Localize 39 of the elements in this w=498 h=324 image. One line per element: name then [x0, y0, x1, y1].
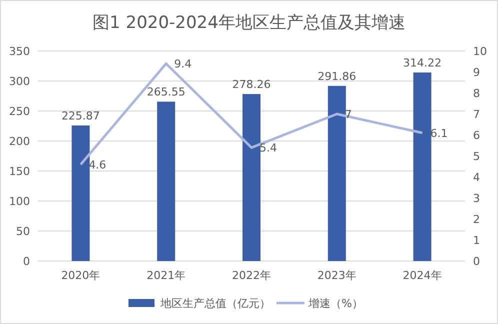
- data-label: 225.87: [61, 109, 100, 122]
- x-tick-label: 2024年: [402, 269, 442, 282]
- y2-tick-label: 5: [473, 150, 480, 163]
- y-tick-label: 150: [9, 165, 30, 178]
- data-label: 9.4: [174, 58, 192, 71]
- y2-tick-label: 8: [473, 87, 480, 100]
- bar: [157, 102, 176, 261]
- bar: [72, 125, 90, 261]
- data-label: 291.86: [318, 70, 356, 83]
- y2-tick-label: 7: [473, 108, 480, 121]
- legend-label: 增速（%）: [308, 297, 363, 310]
- y2-tick-label: 9: [473, 66, 480, 79]
- x-tick-label: 2023年: [317, 269, 356, 282]
- data-label: 7: [344, 108, 352, 121]
- y-tick-label: 350: [9, 45, 30, 58]
- y2-tick-label: 4: [473, 171, 480, 184]
- data-label: 265.55: [146, 86, 186, 99]
- y-tick-label: 50: [16, 225, 30, 238]
- y2-tick-label: 0: [473, 255, 480, 268]
- chart-title: 图1 2020-2024年地区生产总值及其增速: [92, 13, 406, 33]
- y2-tick-label: 2: [473, 213, 480, 226]
- data-label: 278.26: [232, 78, 271, 92]
- data-label: 314.22: [403, 56, 442, 70]
- x-tick-label: 2022年: [232, 269, 271, 282]
- bar: [242, 94, 260, 261]
- x-tick-label: 2020年: [61, 269, 100, 282]
- bar: [328, 86, 346, 261]
- legend-label: 地区生产总值（亿元）: [160, 297, 270, 310]
- y-tick-label: 250: [9, 105, 30, 118]
- y-tick-label: 200: [9, 135, 30, 148]
- y2-tick-label: 3: [473, 192, 480, 205]
- y-tick-label: 300: [9, 75, 30, 88]
- x-tick-label: 2021年: [146, 269, 186, 282]
- y2-tick-label: 6: [473, 129, 480, 142]
- y-tick-label: 100: [9, 195, 30, 208]
- y2-tick-label: 1: [473, 234, 480, 247]
- bar: [413, 72, 432, 261]
- y2-tick-label: 10: [473, 45, 487, 58]
- y-tick-label: 0: [23, 255, 30, 268]
